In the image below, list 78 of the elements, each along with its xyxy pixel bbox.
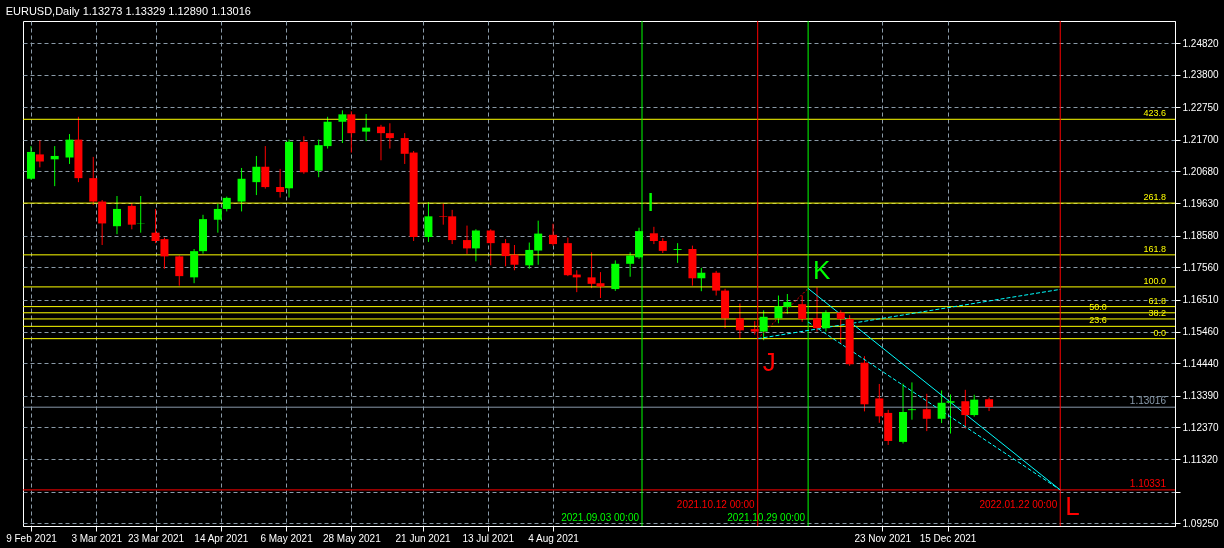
candlestick [821, 309, 830, 333]
annotation: 61.8 [1148, 295, 1166, 306]
y-tick-label: 1.16510 [1182, 294, 1220, 306]
y-tick-label: 1.13390 [1182, 390, 1220, 402]
y-tick-label: 1.12370 [1182, 421, 1220, 433]
y-tick-label: 1.24820 [1182, 37, 1220, 49]
candlestick [836, 309, 845, 345]
candlestick [712, 270, 721, 297]
candlestick [261, 145, 270, 190]
candlestick [961, 389, 970, 430]
candlestick [112, 195, 121, 235]
x-tick-label: 3 Mar 2021 [71, 532, 123, 544]
candlestick [697, 267, 706, 292]
candlestick [213, 202, 222, 234]
candlestick [673, 242, 682, 264]
y-tick-label: 1.18580 [1182, 230, 1220, 242]
x-tick-label: 21 Jun 2021 [395, 532, 451, 544]
annotation: 261.8 [1143, 192, 1166, 203]
x-tick-label: 14 Apr 2021 [194, 532, 249, 544]
candlestick [813, 286, 822, 333]
x-tick-label: 15 Dec 2021 [919, 532, 977, 544]
candlestick [35, 140, 44, 168]
ref-line-label: 1.10331 [1129, 477, 1167, 489]
y-tick-label: 1.11320 [1182, 453, 1219, 465]
y-tick-label: 1.15460 [1182, 326, 1220, 338]
candlestick [471, 228, 480, 262]
candlestick [127, 202, 136, 230]
candlestick [922, 393, 931, 432]
candlestick [463, 225, 471, 255]
candlestick [486, 228, 495, 266]
y-tick-label: 1.23800 [1182, 69, 1220, 81]
y-tick-label: 1.09250 [1182, 517, 1220, 529]
x-tick-label: 13 Jul 2021 [462, 532, 515, 544]
y-tick-label: 1.19630 [1182, 197, 1220, 209]
y-tick-label: 1.14440 [1182, 357, 1220, 369]
annotation: L [1065, 490, 1080, 521]
y-tick-label: 1.17560 [1182, 261, 1220, 273]
ref-line-label: 2021.10.12 00:00 [676, 499, 756, 510]
ref-line-label: 2021.09.03 00:00 [561, 512, 640, 523]
annotation: 423.6 [1143, 108, 1166, 119]
chart-title: EURUSD,Daily 1.13273 1.13329 1.12890 1.13016 [5, 4, 251, 17]
candlestick [759, 309, 768, 341]
x-tick-label: 9 Feb 2021 [6, 532, 58, 544]
candlestick [424, 201, 433, 243]
candlestick [65, 133, 74, 165]
candlestick [89, 156, 98, 206]
x-tick-label: 23 Nov 2021 [854, 532, 912, 544]
y-tick-label: 1.21700 [1182, 134, 1220, 146]
candlestick [937, 389, 946, 424]
y-tick-label: 1.22750 [1182, 101, 1220, 113]
candlestick [907, 381, 916, 421]
candlestick [338, 109, 347, 144]
candlestick [362, 113, 371, 142]
candlestick [175, 254, 184, 287]
x-tick-label: 6 May 2021 [260, 532, 314, 544]
candlestick [385, 122, 394, 150]
candlestick [276, 168, 285, 199]
candlestick [735, 303, 744, 340]
x-tick-label: 23 Mar 2021 [127, 532, 185, 544]
annotation: 100.0 [1143, 275, 1166, 286]
annotation: K [813, 255, 832, 286]
x-tick-label: 28 May 2021 [322, 532, 382, 544]
annotation: I [647, 187, 655, 218]
ref-line-label: 2022.01.22 00:00 [979, 499, 1058, 510]
candlestick [98, 199, 107, 246]
candlestick [347, 110, 356, 154]
candlestick [970, 394, 979, 418]
candlestick [946, 393, 955, 435]
candlestick [237, 167, 246, 212]
candlestick [649, 226, 658, 245]
y-tick-label: 1.20680 [1182, 165, 1220, 177]
x-tick-label: 4 Aug 2021 [528, 532, 580, 544]
candlestick [376, 124, 385, 161]
candlestick [549, 223, 558, 247]
annotation: 161.8 [1143, 243, 1166, 254]
candlestick [252, 155, 261, 196]
annotation: 0.0 [1153, 327, 1166, 338]
annotation: J [762, 347, 776, 378]
